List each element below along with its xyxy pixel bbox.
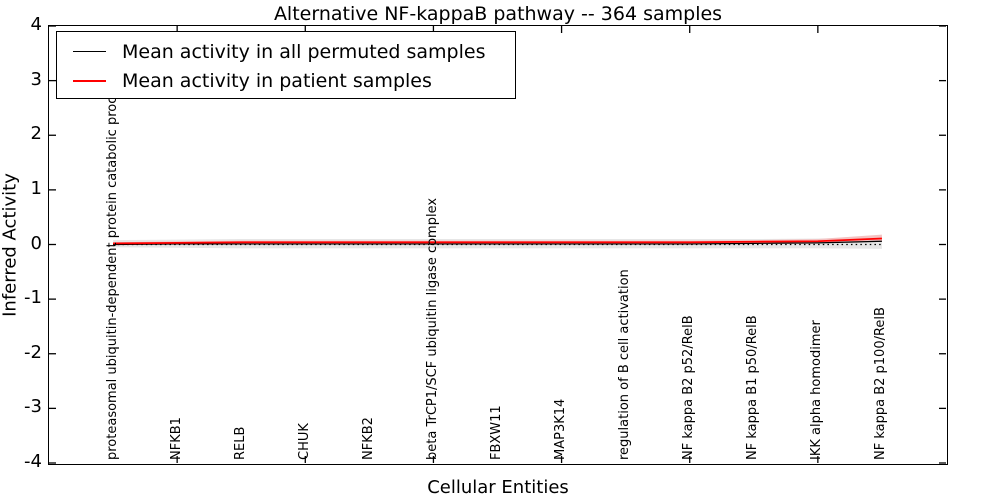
y-tick-label: -4	[24, 451, 42, 472]
y-tick-label: -2	[24, 341, 42, 363]
plot-area: proteasomal ubiquitin-dependent protein …	[48, 25, 948, 465]
y-tick-label: 0	[30, 232, 42, 254]
x-entity-label: RELB	[232, 426, 248, 460]
x-entity-label: CHUK	[296, 423, 312, 460]
legend-item-permuted: Mean activity in all permuted samples	[73, 37, 515, 66]
legend-label: Mean activity in all permuted samples	[122, 40, 486, 63]
x-entity-label: IKK alpha homodimer	[809, 320, 825, 460]
x-entity-label: NF kappa B2 p100/RelB	[873, 307, 889, 460]
y-tick-label: -3	[24, 396, 42, 418]
y-tick-label: -1	[24, 287, 42, 309]
legend-line-red	[73, 79, 106, 82]
x-entity-label: FBXW11	[489, 405, 504, 460]
legend-item-patient: Mean activity in patient samples	[73, 66, 515, 95]
y-tick-label: 1	[30, 177, 42, 199]
x-entity-label: MAP3K14	[553, 398, 569, 460]
x-entity-label: NFKB2	[360, 417, 376, 460]
x-entity-label: proteasomal ubiquitin-dependent protein …	[104, 75, 120, 460]
y-tick-label: 2	[30, 123, 42, 145]
x-entity-label: NF kappa B2 p52/RelB	[681, 315, 697, 460]
series-line-patient	[113, 237, 882, 245]
legend-line-black	[73, 51, 106, 52]
x-entity-label: beta TrCP1/SCF ubiquitin ligase complex	[424, 197, 440, 460]
legend: Mean activity in all permuted samples Me…	[56, 31, 516, 99]
x-entity-label: regulation of B cell activation	[617, 269, 633, 460]
x-entity-label: NFKB1	[168, 417, 184, 460]
y-tick-label: 3	[30, 68, 42, 90]
chart-canvas	[49, 25, 946, 464]
x-axis-label: Cellular Entities	[427, 477, 569, 498]
x-entity-label: NF kappa B1 p50/RelB	[745, 315, 761, 460]
y-tick-label: 4	[30, 14, 42, 35]
chart-title: Alternative NF-kappaB pathway -- 364 sam…	[273, 3, 723, 25]
series-line-permuted	[113, 240, 882, 246]
legend-label: Mean activity in patient samples	[122, 69, 432, 92]
